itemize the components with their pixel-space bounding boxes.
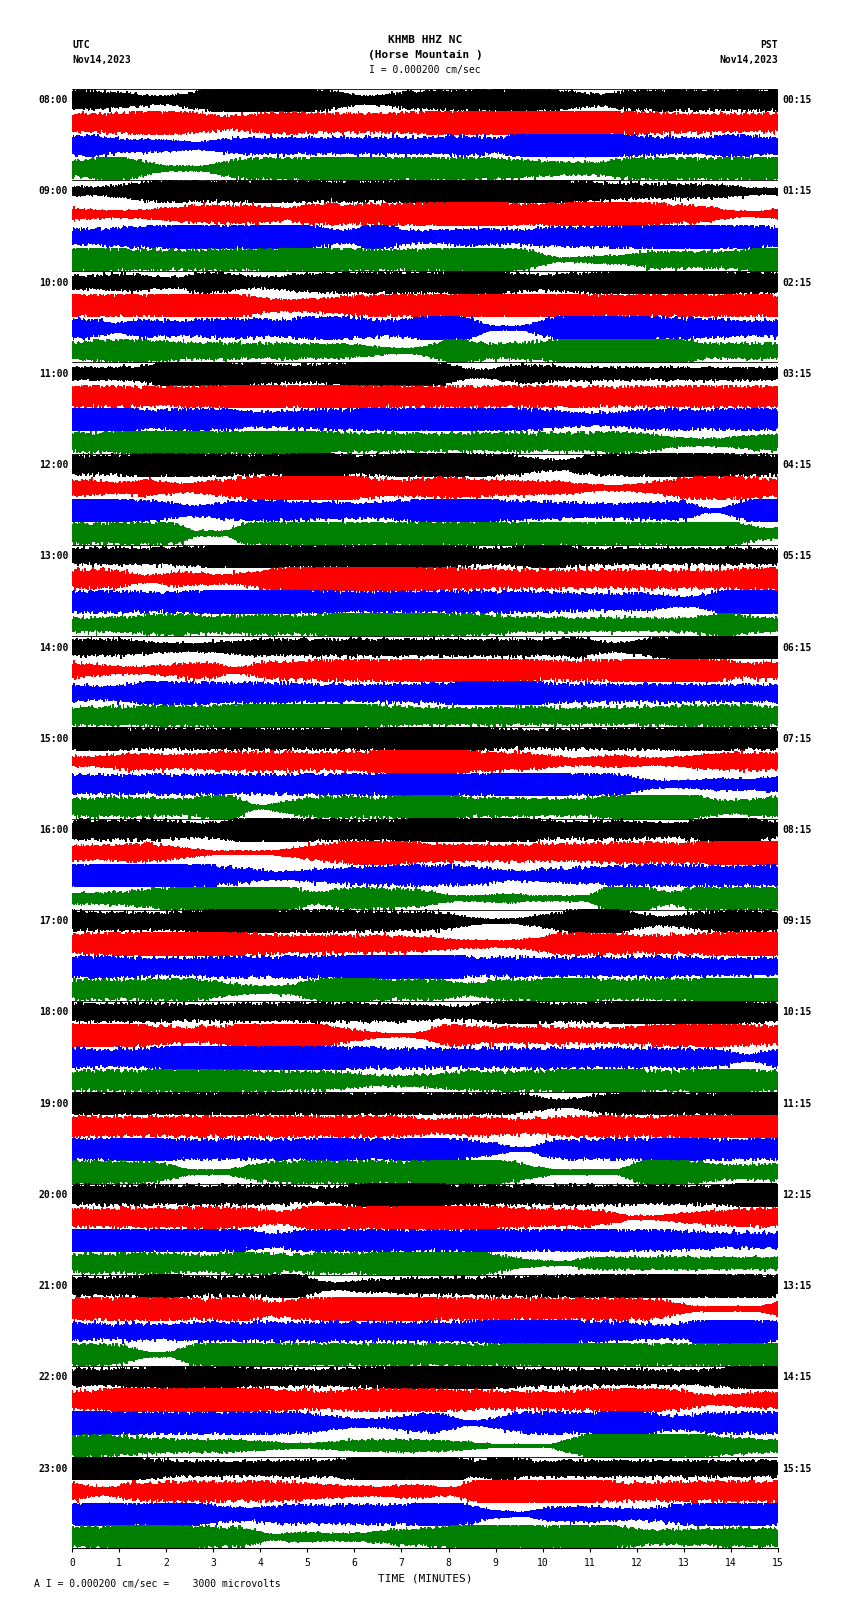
Text: Nov14,2023: Nov14,2023: [72, 55, 131, 65]
Text: 18:00: 18:00: [38, 1008, 68, 1018]
Text: 01:15: 01:15: [782, 187, 812, 197]
Text: 10:15: 10:15: [782, 1008, 812, 1018]
Text: 14:15: 14:15: [782, 1373, 812, 1382]
Text: 17:00: 17:00: [38, 916, 68, 926]
Text: 10:00: 10:00: [38, 277, 68, 287]
Text: 23:00: 23:00: [38, 1463, 68, 1474]
Text: 08:00: 08:00: [38, 95, 68, 105]
Text: 02:15: 02:15: [782, 277, 812, 287]
Text: PST: PST: [760, 40, 778, 50]
Text: 13:15: 13:15: [782, 1281, 812, 1290]
Text: KHMB HHZ NC: KHMB HHZ NC: [388, 35, 462, 45]
Text: A I = 0.000200 cm/sec =    3000 microvolts: A I = 0.000200 cm/sec = 3000 microvolts: [34, 1579, 280, 1589]
Text: 04:15: 04:15: [782, 460, 812, 469]
Text: Nov14,2023: Nov14,2023: [719, 55, 778, 65]
Text: 08:15: 08:15: [782, 824, 812, 836]
Text: 00:15: 00:15: [782, 95, 812, 105]
Text: 21:00: 21:00: [38, 1281, 68, 1290]
X-axis label: TIME (MINUTES): TIME (MINUTES): [377, 1573, 473, 1582]
Text: 15:00: 15:00: [38, 734, 68, 744]
Text: 07:15: 07:15: [782, 734, 812, 744]
Text: 13:00: 13:00: [38, 552, 68, 561]
Text: (Horse Mountain ): (Horse Mountain ): [367, 50, 483, 60]
Text: 12:00: 12:00: [38, 460, 68, 469]
Text: I = 0.000200 cm/sec: I = 0.000200 cm/sec: [369, 65, 481, 74]
Text: 15:15: 15:15: [782, 1463, 812, 1474]
Text: 14:00: 14:00: [38, 642, 68, 653]
Text: 03:15: 03:15: [782, 369, 812, 379]
Text: 11:15: 11:15: [782, 1098, 812, 1108]
Text: 06:15: 06:15: [782, 642, 812, 653]
Text: 09:15: 09:15: [782, 916, 812, 926]
Text: 05:15: 05:15: [782, 552, 812, 561]
Text: UTC: UTC: [72, 40, 90, 50]
Text: 11:00: 11:00: [38, 369, 68, 379]
Text: 09:00: 09:00: [38, 187, 68, 197]
Text: 20:00: 20:00: [38, 1190, 68, 1200]
Text: 19:00: 19:00: [38, 1098, 68, 1108]
Text: 22:00: 22:00: [38, 1373, 68, 1382]
Text: 16:00: 16:00: [38, 824, 68, 836]
Text: 12:15: 12:15: [782, 1190, 812, 1200]
